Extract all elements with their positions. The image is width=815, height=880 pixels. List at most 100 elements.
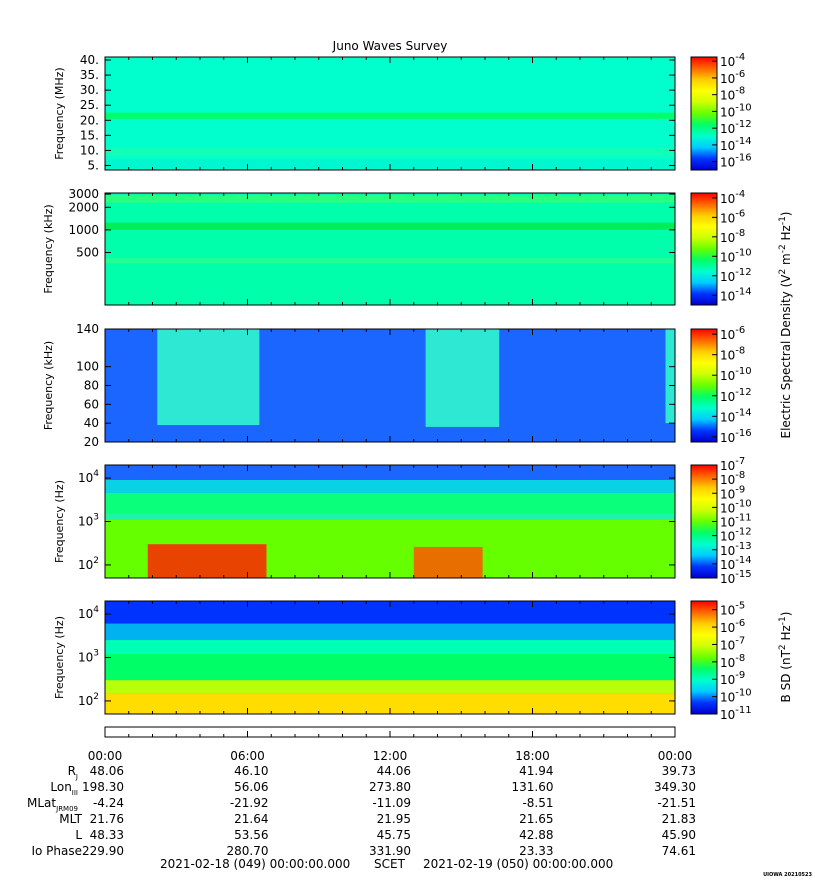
colorbar — [690, 600, 718, 715]
colorbar-tick-label: 10-14 — [720, 136, 752, 153]
colorbar-tick-label: 10-6 — [720, 618, 745, 635]
x-tick-label: 18:00 — [515, 749, 550, 763]
spectrogram-band — [105, 147, 675, 157]
y-tick-label: 103 — [78, 513, 99, 529]
y-tick-label: 15. — [80, 128, 99, 142]
ephemeris-value: 21.64 — [234, 812, 268, 826]
colorbar-tick-label: 10-8 — [720, 86, 745, 103]
x-tick-label: 06:00 — [230, 749, 265, 763]
ephemeris-value: 45.75 — [377, 828, 411, 842]
electric-colorbar-title: Electric Spectral Density (V2 m-2 Hz-1) — [778, 211, 793, 438]
ephemeris-value: 131.60 — [512, 780, 554, 794]
ephemeris-value: 21.95 — [377, 812, 411, 826]
colorbar-tick-label: 10-7 — [720, 456, 745, 473]
y-tick-label: 3000 — [68, 187, 99, 201]
ephemeris-value: 21.65 — [519, 812, 553, 826]
ephemeris-value: 53.56 — [234, 828, 268, 842]
spectrogram-band — [105, 623, 675, 641]
y-tick-label: 40. — [80, 53, 99, 67]
x-tick-label: 12:00 — [373, 749, 408, 763]
y-tick-label: 25. — [80, 98, 99, 112]
colorbar-tick-label: 10-14 — [720, 286, 752, 303]
spectrogram-band — [105, 480, 675, 494]
y-tick-label: 30. — [80, 83, 99, 97]
colorbar-tick-label: 10-14 — [720, 555, 752, 572]
x-tick-label: 00:00 — [658, 749, 693, 763]
footer-start-time: 2021-02-18 (049) 00:00:00.000 — [160, 857, 350, 871]
colorbar-tick-label: 10-11 — [720, 705, 752, 722]
colorbar-tick-label: 10-8 — [720, 470, 745, 487]
colorbar-tick-label: 10-12 — [720, 119, 752, 136]
colorbar-tick-label: 10-8 — [720, 346, 745, 363]
ephemeris-value: 23.33 — [519, 844, 553, 858]
colorbar-tick-label: 10-9 — [720, 670, 745, 687]
y-tick-label: 104 — [78, 469, 99, 485]
y-tick-label: 103 — [78, 649, 99, 665]
colorbar-tick-label: 10-16 — [720, 428, 752, 445]
spectrogram-burst — [413, 546, 483, 578]
spectrogram-burst — [147, 544, 267, 578]
ephemeris-row-label: L — [75, 828, 82, 842]
y-tick-label: 102 — [78, 692, 99, 708]
ephemeris-value: -21.92 — [230, 796, 269, 810]
spectrogram-band — [105, 680, 675, 694]
colorbar-tick-label: 10-10 — [720, 498, 752, 515]
y-tick-label: 102 — [78, 556, 99, 572]
ephemeris-value: 45.90 — [662, 828, 696, 842]
spectrogram-panels: 40.35.30.25.20.15.10.5. Frequency (MHz) 10… — [42, 52, 752, 722]
spectrogram-band — [105, 258, 675, 264]
colorbar-tick-label: 10-12 — [720, 267, 752, 284]
colorbar-tick-label: 10-11 — [720, 513, 752, 530]
colorbar-tick-label: 10-10 — [720, 688, 752, 705]
colorbar-tick-label: 10-8 — [720, 228, 745, 245]
colorbar-tick-label: 10-6 — [720, 208, 745, 225]
footer-scet-label: SCET — [374, 857, 406, 871]
y-axis-label: Frequency (Hz) — [53, 480, 66, 563]
ephemeris-row-label: LonIII — [50, 780, 78, 797]
ephemeris-value: 74.61 — [662, 844, 696, 858]
colorbar-tick-label: 10-10 — [720, 247, 752, 264]
spectrogram-band — [105, 513, 675, 520]
colorbar-tick-label: 10-9 — [720, 484, 745, 501]
colorbar-tick-label: 10-13 — [720, 541, 752, 558]
y-tick-label: 1000 — [68, 223, 99, 237]
spectrogram-panel-4: 104 103 102 Frequency (Hz) 10-710-810-910-10… — [53, 456, 752, 586]
ephemeris-value: 21.76 — [90, 812, 124, 826]
colorbar-tick-label: 10-4 — [720, 189, 745, 206]
y-tick-label: 35. — [80, 68, 99, 82]
ephemeris-value: 44.06 — [377, 764, 411, 778]
ephemeris-value: 41.94 — [519, 764, 553, 778]
y-axis-label: Frequency (Hz) — [53, 616, 66, 699]
colorbar-tick-label: 10-10 — [720, 366, 752, 383]
y-tick-label: 5. — [88, 158, 99, 172]
ephemeris-row-label: MLatJRM09 — [27, 796, 78, 813]
ephemeris-row-label: RJ — [68, 764, 78, 781]
ephemeris-value: 42.88 — [519, 828, 553, 842]
ephemeris-row-label: Io Phase — [31, 844, 82, 858]
colorbar-tick-label: 10-10 — [720, 102, 752, 119]
ephemeris-value: 273.80 — [369, 780, 411, 794]
ephemeris-value: 229.90 — [82, 844, 124, 858]
version-stamp: UIOWA 20210523 — [763, 872, 812, 878]
ephemeris-value: 331.90 — [369, 844, 411, 858]
colorbar — [690, 192, 718, 306]
colorbar-tick-label: 10-16 — [720, 153, 752, 170]
spectrogram-panel-1: 40.35.30.25.20.15.10.5. Frequency (MHz) 10… — [53, 52, 752, 172]
colorbar — [690, 328, 718, 443]
y-tick-label: 100 — [76, 360, 99, 374]
y-axis-label: Frequency (kHz) — [42, 204, 55, 293]
colorbar-tick-label: 10-12 — [720, 527, 752, 544]
chart-title: Juno Waves Survey — [332, 39, 448, 53]
ephemeris-value: -4.24 — [93, 796, 124, 810]
y-tick-label: 10. — [80, 143, 99, 157]
y-tick-label: 20. — [80, 113, 99, 127]
time-axis: 00:00 06:00 12:00 18:00 00:00 — [88, 726, 693, 763]
footer-end-time: 2021-02-19 (050) 00:00:00.000 — [423, 857, 613, 871]
y-tick-label: 500 — [76, 246, 99, 260]
y-tick-label: 60 — [84, 397, 99, 411]
ephemeris-value: 46.10 — [234, 764, 268, 778]
magnetic-colorbar-title: B SD (nT2 Hz-1) — [778, 612, 793, 703]
